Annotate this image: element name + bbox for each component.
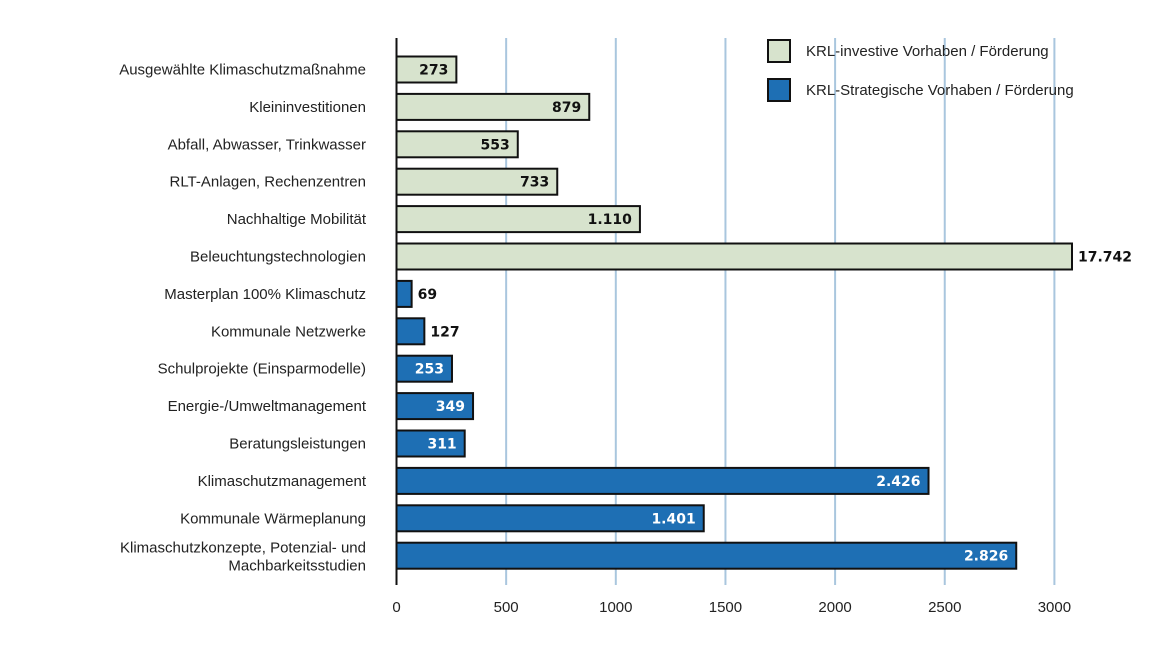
category-label: Ausgewählte Klimaschutzmaßnahme — [119, 62, 366, 79]
category-label: Schulprojekte (Einsparmodelle) — [158, 361, 366, 378]
bar — [395, 541, 1018, 570]
bar — [395, 55, 458, 84]
value-label: 2.826 — [964, 549, 1008, 565]
bar — [395, 279, 413, 308]
value-label: 253 — [415, 362, 444, 378]
bars — [395, 55, 1073, 570]
bar — [395, 167, 559, 196]
x-tick-label: 1000 — [599, 599, 632, 616]
bar — [395, 504, 705, 533]
value-label: 273 — [419, 63, 448, 79]
x-tick-label: 1500 — [709, 599, 742, 616]
category-label: Masterplan 100% Klimaschutz — [164, 286, 366, 303]
value-label: 17.742 — [1078, 250, 1132, 266]
category-label: Kommunale Netzwerke — [211, 323, 366, 340]
value-label: 879 — [552, 100, 581, 116]
value-label: 733 — [520, 175, 549, 191]
legend-swatch — [767, 78, 791, 102]
value-label: 69 — [418, 287, 437, 303]
legend: KRL-investive Vorhaben / Förderung KRL-St… — [767, 39, 1074, 102]
x-axis-ticks: 0 500 1000 1500 2000 2500 3000 — [392, 599, 1071, 616]
x-tick-label: 2000 — [818, 599, 851, 616]
bar — [395, 466, 930, 495]
category-labels: Ausgewählte Klimaschutzmaßnahme Kleininve… — [119, 62, 367, 575]
category-label: Beratungsleistungen — [229, 436, 366, 453]
x-tick-label: 500 — [494, 599, 519, 616]
category-label-line: Machbarkeitsstudien — [228, 558, 366, 575]
category-label: RLT-Anlagen, Rechenzentren — [169, 174, 366, 191]
category-label: Beleuchtungstechnologien — [190, 249, 366, 266]
category-label: Abfall, Abwasser, Trinkwasser — [168, 136, 366, 153]
value-label: 311 — [427, 437, 456, 453]
bar — [395, 242, 1073, 271]
x-tick-label: 2500 — [928, 599, 961, 616]
value-labels: 273 879 553 733 1.110 17.742 69 127 253 349 311 2.4… — [415, 63, 1132, 565]
bar — [395, 130, 519, 159]
legend-label: KRL-investive Vorhaben / Förderung — [806, 43, 1049, 60]
value-label: 127 — [430, 324, 459, 340]
category-label-line: Klimaschutzkonzepte, Potenzial- und — [120, 540, 366, 557]
x-tick-label: 0 — [392, 599, 400, 616]
legend-swatch — [767, 39, 791, 63]
legend-label: KRL-Strategische Vorhaben / Förderung — [806, 82, 1074, 99]
category-label: Kleininvestitionen — [249, 99, 366, 116]
bar — [395, 392, 475, 421]
bar — [395, 429, 466, 458]
category-label: Energie-/Umweltmanagement — [168, 398, 367, 415]
x-tick-label: 3000 — [1038, 599, 1071, 616]
value-label: 1.401 — [651, 511, 695, 527]
category-label: Nachhaltige Mobilität — [227, 211, 367, 228]
bar — [395, 317, 426, 346]
value-label: 553 — [481, 137, 510, 153]
value-label: 1.110 — [588, 212, 633, 228]
value-label: 349 — [436, 399, 465, 415]
category-label: Kommunale Wärmeplanung — [180, 510, 366, 527]
bar — [395, 354, 453, 383]
category-label: Klimaschutzkonzepte, Potenzial- und Machb… — [120, 540, 366, 575]
category-label: Klimaschutzmanagement — [198, 473, 367, 490]
value-label: 2.426 — [876, 474, 920, 490]
